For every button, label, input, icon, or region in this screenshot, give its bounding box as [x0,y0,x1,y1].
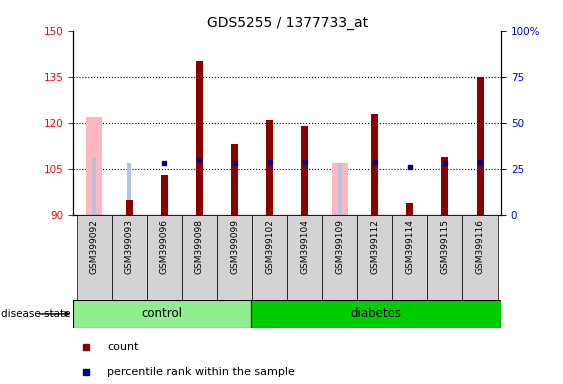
Text: disease state: disease state [2,309,71,319]
Bar [358,215,392,300]
Bar [231,144,238,215]
Text: GSM399109: GSM399109 [335,219,344,274]
Bar [77,215,112,300]
Bar [112,215,147,300]
Text: GSM399102: GSM399102 [265,219,274,274]
Bar [392,215,427,300]
Text: GSM399116: GSM399116 [476,219,485,274]
Text: GSM399104: GSM399104 [300,219,309,274]
Bar [73,300,252,328]
Text: GSM399112: GSM399112 [370,219,379,274]
Bar [332,163,347,215]
Bar [252,215,287,300]
Text: GSM399096: GSM399096 [160,219,169,274]
Bar [322,215,358,300]
Bar [147,215,182,300]
Bar [462,215,498,300]
Bar [252,300,501,328]
Text: GSM399093: GSM399093 [125,219,134,274]
Text: count: count [108,342,139,352]
Text: percentile rank within the sample: percentile rank within the sample [108,367,296,377]
Bar [476,77,484,215]
Bar [182,215,217,300]
Text: GSM399098: GSM399098 [195,219,204,274]
Bar [372,114,378,215]
Title: GDS5255 / 1377733_at: GDS5255 / 1377733_at [207,16,368,30]
Text: diabetes: diabetes [351,308,402,320]
Text: control: control [142,308,183,320]
Bar [338,163,342,215]
Bar [427,215,462,300]
Text: GSM399115: GSM399115 [440,219,449,274]
Text: GSM399114: GSM399114 [405,219,414,274]
Bar [161,175,168,215]
Bar [196,61,203,215]
Bar [92,157,96,215]
Bar [126,200,133,215]
Bar [287,215,322,300]
Bar [266,120,273,215]
Bar [86,117,102,215]
Bar [441,157,449,215]
Bar [301,126,308,215]
Text: GSM399092: GSM399092 [90,219,99,274]
Bar [217,215,252,300]
Bar [127,163,131,215]
Bar [406,203,413,215]
Text: GSM399099: GSM399099 [230,219,239,274]
